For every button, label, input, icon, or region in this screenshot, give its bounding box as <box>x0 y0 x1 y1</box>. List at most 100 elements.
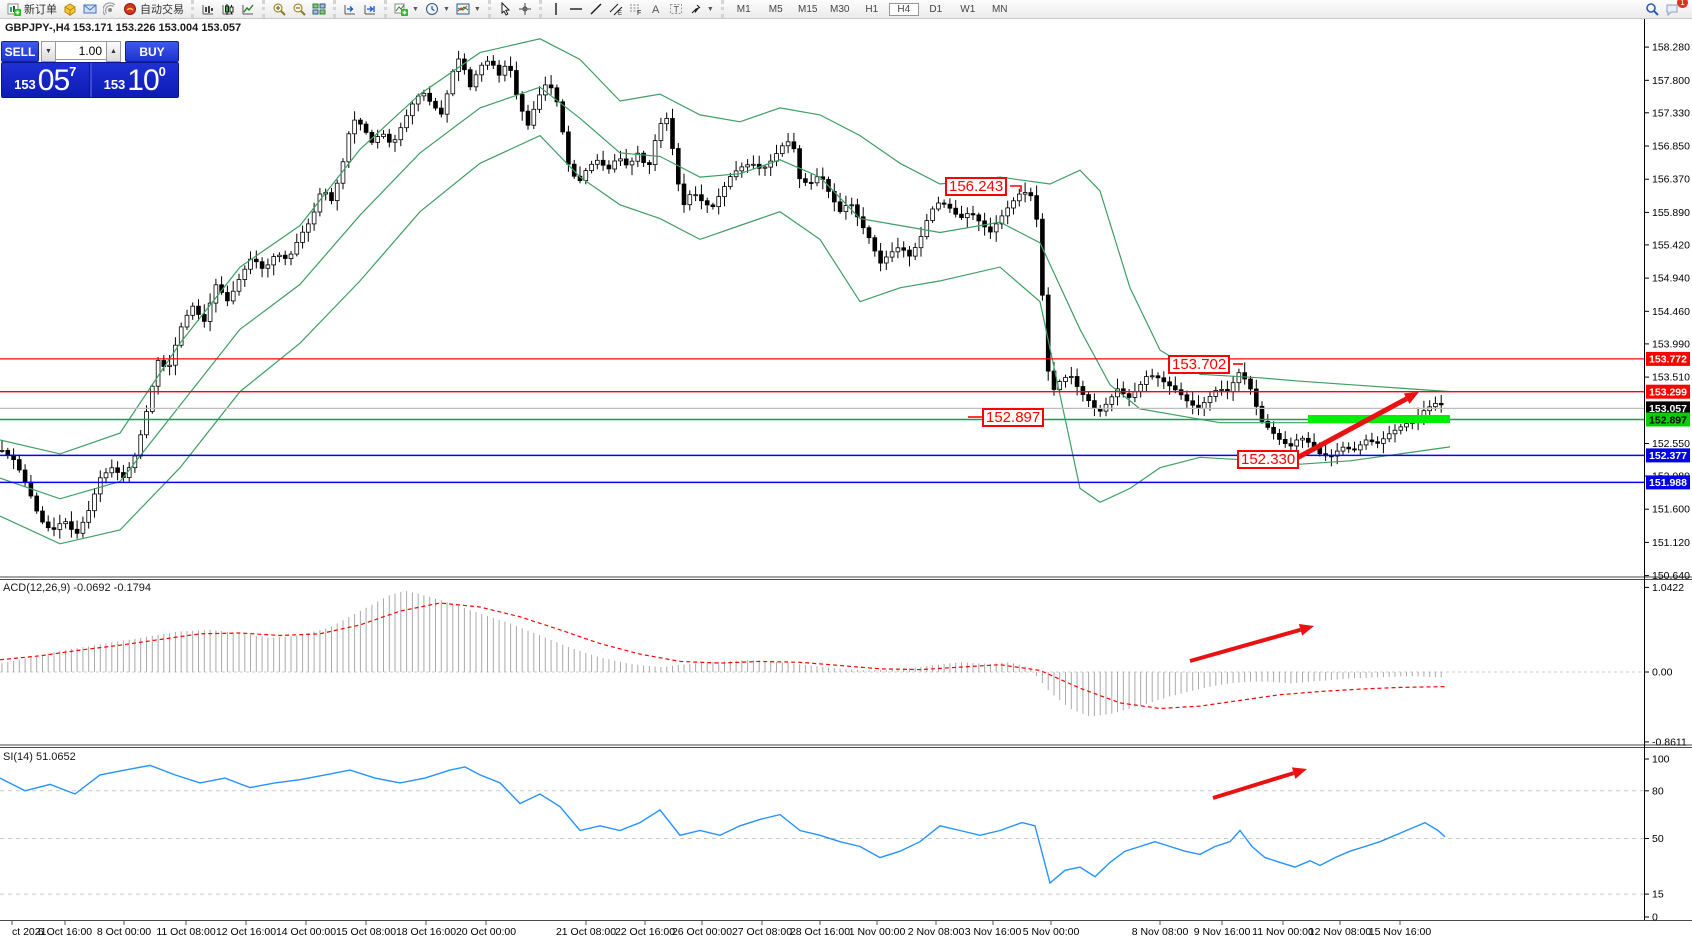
sell-price[interactable]: 153 05 7 <box>2 63 89 97</box>
timeframe-M1[interactable]: M1 <box>736 3 751 15</box>
tile-windows-button[interactable] <box>309 1 329 17</box>
volume-increase-button[interactable]: ▲ <box>106 41 121 62</box>
panel-separators[interactable] <box>0 576 1692 921</box>
sell-price-prefix: 153 <box>14 77 36 92</box>
indicators-caret-icon[interactable]: ▼ <box>412 5 419 13</box>
new-order-button[interactable]: 新订单 <box>4 1 60 17</box>
sell-button[interactable]: SELL <box>1 41 39 62</box>
svg-text:-0.8611: -0.8611 <box>1652 736 1687 748</box>
timeframe-M30[interactable]: M30 <box>830 3 850 15</box>
rsi-line <box>0 764 1446 885</box>
timeframe-MN[interactable]: MN <box>991 3 1008 15</box>
line-chart-icon <box>241 2 255 16</box>
search-button[interactable] <box>1642 1 1662 17</box>
timeframe-H1[interactable]: H1 <box>865 3 879 15</box>
periods-caret-icon[interactable]: ▼ <box>442 5 450 13</box>
vertical-line-icon <box>549 2 563 16</box>
svg-text:14 Oct 00:00: 14 Oct 00:00 <box>276 926 336 938</box>
volume-decrease-button[interactable]: ▼ <box>41 41 56 62</box>
timeframe-H4[interactable]: H4 <box>888 2 919 16</box>
autotrading-icon <box>123 2 137 16</box>
line-chart-button[interactable] <box>238 1 258 17</box>
svg-text:50: 50 <box>1652 833 1664 845</box>
autotrading-label: 自动交易 <box>140 4 184 16</box>
macd-indicator-label: ACD(12,26,9) -0.0692 -0.1794 <box>3 582 151 594</box>
market-box-icon-button[interactable] <box>60 1 80 17</box>
chart-autoscroll-button[interactable] <box>360 1 380 17</box>
svg-text:2 Nov 08:00: 2 Nov 08:00 <box>908 926 965 938</box>
periods-button[interactable]: ▼ <box>422 1 453 17</box>
svg-text:11 Nov 00:00: 11 Nov 00:00 <box>1252 926 1314 938</box>
svg-text:152.897: 152.897 <box>1649 414 1687 426</box>
arrows-caret-icon[interactable]: ▼ <box>706 5 714 13</box>
sell-price-big: 05 <box>37 64 70 97</box>
svg-text:1.0422: 1.0422 <box>1652 582 1684 594</box>
trendline-button[interactable] <box>586 1 606 17</box>
buy-price-big: 10 <box>127 64 159 97</box>
chart-shift-button[interactable] <box>340 1 360 17</box>
chat-button[interactable]: 1 <box>1662 0 1688 17</box>
fibonacci-button[interactable]: F <box>626 1 646 17</box>
svg-text:152.550: 152.550 <box>1652 438 1690 450</box>
svg-text:9 Nov 16:00: 9 Nov 16:00 <box>1194 926 1251 938</box>
timeframe-M5[interactable]: M5 <box>768 3 783 15</box>
svg-text:0.00: 0.00 <box>1652 667 1673 679</box>
autotrading-button[interactable]: 自动交易 <box>120 1 187 17</box>
periods-clock-icon <box>425 2 439 16</box>
cursor-button[interactable] <box>495 1 515 17</box>
toolbar-group-objects: E F A T ▼ <box>538 0 721 18</box>
timeframe-D1[interactable]: D1 <box>929 3 943 15</box>
svg-text:8 Oct 00:00: 8 Oct 00:00 <box>97 926 151 938</box>
callout-152-897[interactable]: 152.897 <box>982 408 1045 427</box>
svg-text:0: 0 <box>1652 912 1658 924</box>
new-order-icon <box>7 2 21 16</box>
mail-button[interactable] <box>80 1 100 17</box>
text-label-button[interactable]: T <box>666 1 686 17</box>
svg-text:11 Oct 08:00: 11 Oct 08:00 <box>156 926 216 938</box>
vertical-line-button[interactable] <box>546 1 566 17</box>
trend-arrow-rsi[interactable] <box>1212 767 1307 800</box>
text-button[interactable]: A <box>646 1 666 17</box>
callout-153-702[interactable]: 153.702 <box>1168 355 1231 374</box>
callout-156-243[interactable]: 156.243 <box>945 177 1008 196</box>
volume-input[interactable] <box>56 41 106 60</box>
trade-panel-controls: SELL ▼ ▲ BUY <box>1 41 179 62</box>
buy-price[interactable]: 153 10 0 <box>92 63 179 97</box>
svg-text:F: F <box>637 10 641 16</box>
buy-button[interactable]: BUY <box>125 41 179 62</box>
svg-text:12 Nov 08:00: 12 Nov 08:00 <box>1309 926 1372 938</box>
zoom-out-button[interactable] <box>289 1 309 17</box>
templates-button[interactable]: ▼ <box>453 1 484 17</box>
zoom-in-button[interactable] <box>269 1 289 17</box>
bar-chart-button[interactable] <box>198 1 218 17</box>
timeframe-M15[interactable]: M15 <box>798 3 818 15</box>
trend-arrow-main[interactable] <box>1293 392 1419 462</box>
arrows-shapes-button[interactable]: ▼ <box>686 1 717 17</box>
svg-text:26 Oct 00:00: 26 Oct 00:00 <box>672 926 732 938</box>
toolbar-group-chart-type <box>191 0 262 18</box>
timeframe-W1[interactable]: W1 <box>960 3 976 15</box>
horizontal-line-button[interactable] <box>566 1 586 17</box>
trade-panel-divider <box>88 63 92 97</box>
support-highlight-bar[interactable] <box>1308 415 1450 423</box>
toolbar-group-shift <box>333 0 384 18</box>
zoom-out-icon <box>292 2 306 16</box>
crosshair-button[interactable] <box>515 1 535 17</box>
candlestick-chart-button[interactable] <box>218 1 238 17</box>
templates-caret-icon[interactable]: ▼ <box>473 5 481 13</box>
svg-text:153.057: 153.057 <box>1649 403 1687 415</box>
trend-arrow-macd[interactable] <box>1189 624 1314 663</box>
svg-text:28 Oct 16:00: 28 Oct 16:00 <box>790 926 850 938</box>
signals-button[interactable] <box>100 1 120 17</box>
svg-text:20 Oct 00:00: 20 Oct 00:00 <box>456 926 516 938</box>
indicators-add-button[interactable]: ▼ <box>391 1 422 17</box>
callout-152-330[interactable]: 152.330 <box>1237 450 1300 469</box>
rsi-indicator-label: SI(14) 51.0652 <box>3 751 76 763</box>
toolbar-group-standard: 新订单 自动交易 <box>0 0 191 18</box>
svg-text:15 Nov 16:00: 15 Nov 16:00 <box>1369 926 1432 938</box>
bar-chart-icon <box>201 2 215 16</box>
equidistant-channel-button[interactable]: E <box>606 1 626 17</box>
